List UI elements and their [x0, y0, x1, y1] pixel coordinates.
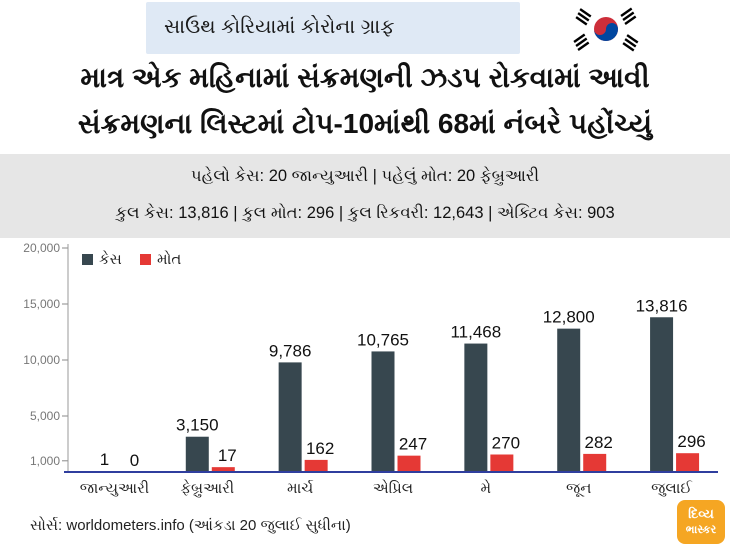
bar-deaths	[676, 453, 700, 472]
stats-totals: કુલ કેસ: 13,816 | કુલ મોત: 296 | કુલ રિક…	[115, 204, 615, 222]
legend-swatch	[82, 254, 93, 265]
data-label-deaths: 282	[585, 433, 613, 452]
bar-deaths	[397, 455, 421, 472]
data-label-deaths: 296	[677, 432, 705, 451]
data-label-cases: 1	[100, 450, 109, 469]
data-label-cases: 11,468	[450, 323, 501, 342]
x-tick-label: જાન્યુઆરી	[80, 479, 149, 497]
stats-first-case-death: પહેલો કેસ: 20 જાન્યુઆરી | પહેલું મોત: 20…	[190, 167, 540, 185]
data-label-cases: 12,800	[543, 308, 595, 327]
data-label-cases: 9,786	[269, 341, 312, 360]
chart-topic-label: સાઉથ કોરિયામાં કોરોના ગ્રાફ	[164, 16, 395, 38]
headline-line-1: માત્ર એક મહિનામાં સંક્રમણની ઝડપ રોકવામાં…	[80, 62, 650, 93]
y-tick-label: 10,000	[23, 353, 60, 367]
legend-label: કેસ	[99, 250, 122, 268]
data-label-cases: 13,816	[636, 296, 688, 315]
headline-line-2: સંક્રમણના લિસ્ટમાં ટોપ-10માંથી 68માં નંબ…	[77, 108, 653, 139]
bar-cases	[278, 362, 302, 472]
data-label-deaths: 270	[492, 434, 520, 453]
y-tick-label: 15,000	[23, 297, 60, 311]
chart-topic-tag: સાઉથ કોરિયામાં કોરોના ગ્રાફ	[146, 2, 641, 54]
bar-cases	[464, 343, 488, 472]
data-label-cases: 10,765	[357, 330, 409, 349]
x-tick-label: એપ્રિલ	[373, 479, 413, 497]
bar-deaths	[211, 467, 235, 472]
bar-cases	[557, 328, 581, 472]
data-label-deaths: 17	[218, 446, 237, 465]
data-label-cases: 3,150	[176, 416, 219, 435]
source-note: સોર્સ: worldometers.info (આંકડા 20 જુલાઈ…	[30, 517, 351, 534]
divya-bhaskar-logo: દિવ્ય ભાસ્કર	[677, 500, 725, 544]
y-tick-label: 20,000	[23, 241, 60, 255]
bar-cases	[371, 351, 395, 472]
y-tick-label: 1,000	[30, 454, 60, 468]
bar-deaths	[583, 453, 607, 472]
data-label-deaths: 0	[130, 451, 139, 470]
bar-cases	[650, 317, 674, 472]
y-tick-label: 5,000	[30, 409, 60, 423]
south-korea-flag-icon	[571, 6, 641, 52]
x-tick-label: મે	[481, 479, 492, 497]
bar-deaths	[490, 454, 514, 472]
logo-line-2: ભાસ્કર	[685, 524, 717, 536]
x-tick-label: જુલાઈ	[651, 479, 692, 497]
data-label-deaths: 162	[306, 439, 334, 458]
bar-deaths	[304, 459, 328, 472]
x-tick-label: જૂન	[566, 479, 591, 497]
legend-label: મોત	[157, 250, 181, 268]
x-tick-label: ફેબ્રુઆરી	[180, 479, 234, 497]
x-tick-label: માર્ચ	[287, 479, 313, 497]
stats-panel: પહેલો કેસ: 20 જાન્યુઆરી | પહેલું મોત: 20…	[0, 154, 730, 238]
data-label-deaths: 247	[399, 435, 427, 454]
bar-cases	[185, 436, 209, 472]
logo-line-1: દિવ્ય	[688, 506, 714, 521]
bar-chart: 1,000 5,000 10,000 15,000 20,000 કેસ મોત 1 0 જાન્…	[23, 241, 718, 497]
legend-swatch	[140, 254, 151, 265]
